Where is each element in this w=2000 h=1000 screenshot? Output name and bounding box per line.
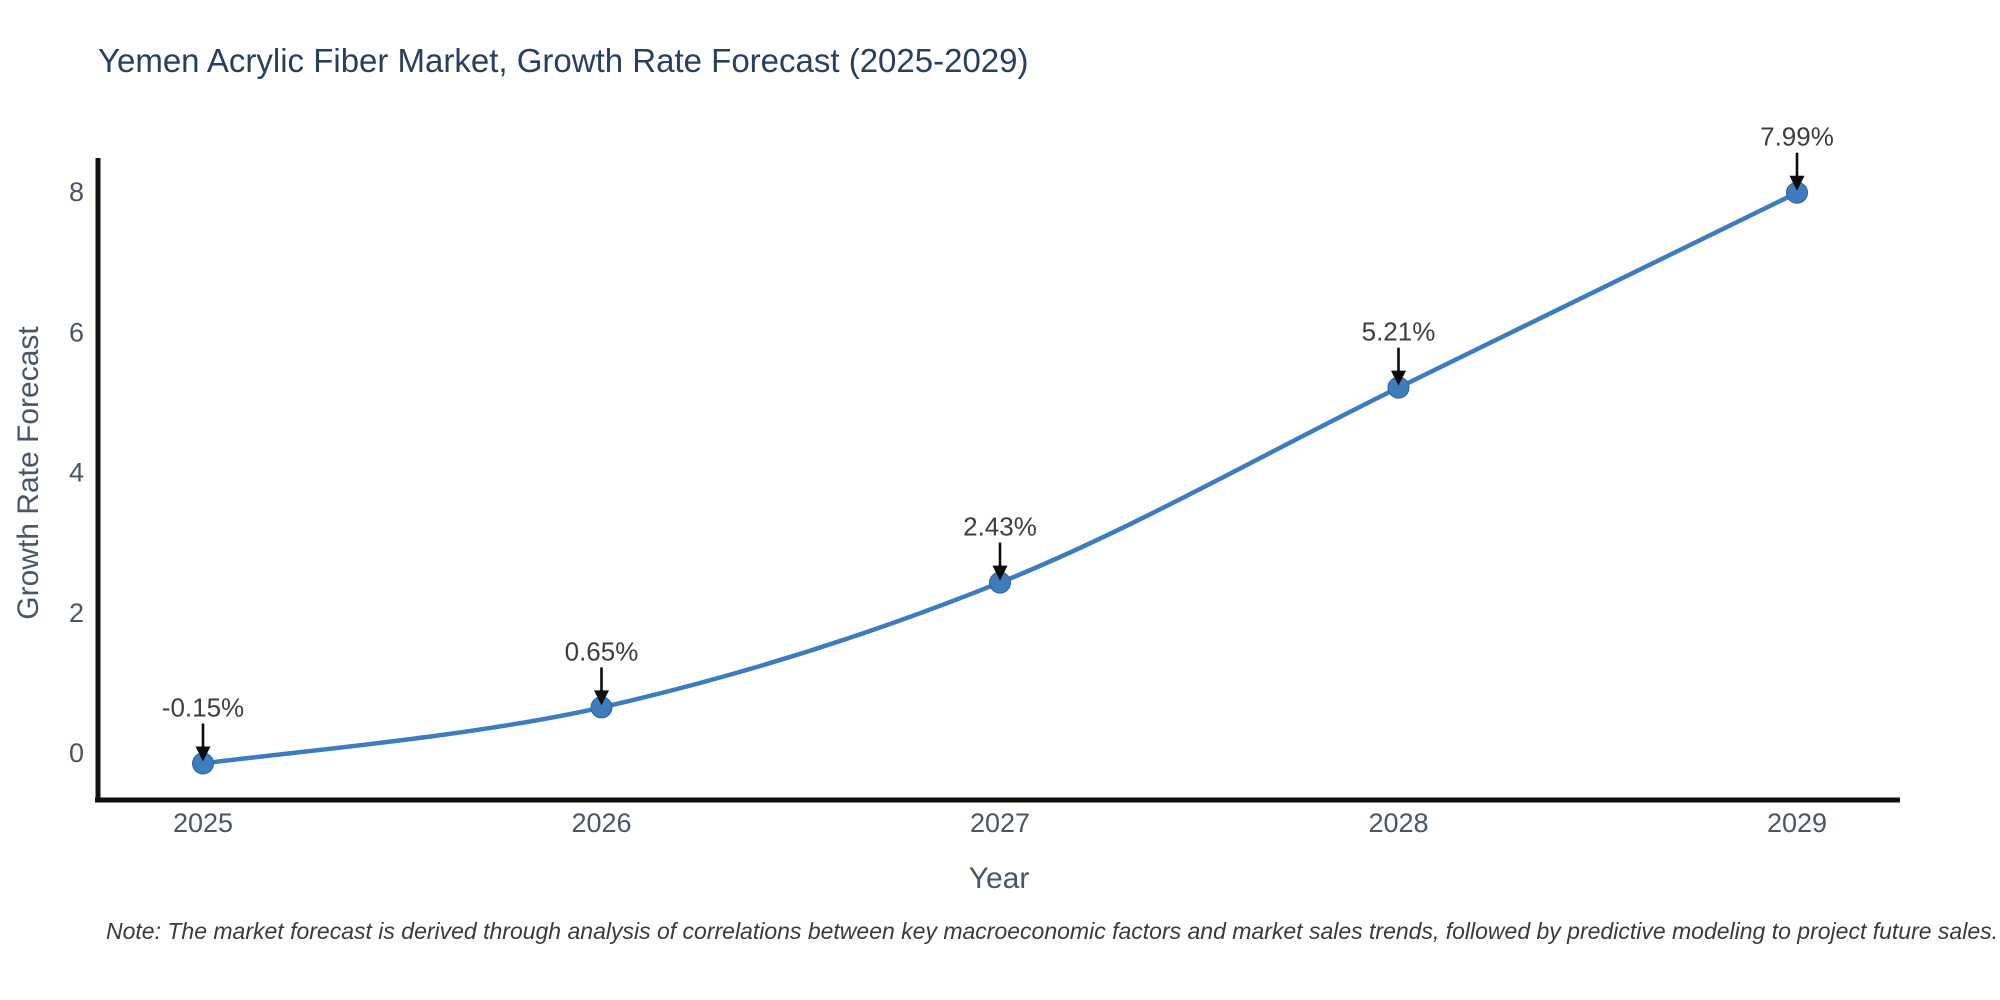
x-tick-label: 2026 bbox=[571, 808, 631, 838]
x-tick-label: 2027 bbox=[970, 808, 1030, 838]
x-tick-label: 2029 bbox=[1767, 808, 1827, 838]
y-tick-label: 4 bbox=[69, 458, 84, 488]
y-tick-label: 2 bbox=[69, 598, 84, 628]
y-tick-label: 8 bbox=[69, 177, 84, 207]
annotation-label: 2.43% bbox=[963, 512, 1037, 542]
y-tick-label: 0 bbox=[69, 738, 84, 768]
point-annotation: 5.21% bbox=[1362, 317, 1436, 386]
x-axis-title: Year bbox=[969, 862, 1030, 895]
x-tick-label: 2025 bbox=[173, 808, 233, 838]
annotation-arrowhead-icon bbox=[992, 565, 1008, 581]
point-annotation: 2.43% bbox=[963, 512, 1037, 581]
x-axis-tick-labels: 2025 2026 2027 2028 2029 bbox=[173, 808, 1827, 838]
data-line bbox=[200, 190, 1800, 766]
chart-footnote: Note: The market forecast is derived thr… bbox=[106, 918, 1998, 944]
annotation-arrowhead-icon bbox=[1391, 370, 1406, 386]
y-axis-title: Growth Rate Forecast bbox=[12, 326, 45, 620]
y-axis-tick-labels: 0 2 4 6 8 bbox=[69, 177, 84, 768]
annotation-arrowhead-icon bbox=[594, 690, 609, 706]
annotation-label: -0.15% bbox=[162, 693, 244, 723]
point-annotation: 7.99% bbox=[1760, 122, 1834, 191]
x-tick-label: 2028 bbox=[1368, 808, 1428, 838]
y-tick-label: 6 bbox=[69, 317, 84, 347]
point-annotation: 0.65% bbox=[565, 636, 639, 706]
chart-title: Yemen Acrylic Fiber Market, Growth Rate … bbox=[98, 42, 1029, 79]
point-annotation: -0.15% bbox=[162, 693, 244, 762]
annotation-label: 5.21% bbox=[1362, 317, 1436, 347]
annotation-arrowhead-icon bbox=[195, 746, 211, 762]
data-series bbox=[192, 181, 1808, 775]
annotation-label: 0.65% bbox=[565, 636, 639, 666]
annotation-arrowhead-icon bbox=[1789, 175, 1805, 191]
annotation-label: 7.99% bbox=[1760, 122, 1834, 152]
point-annotations: -0.15% 0.65% 2.43% 5.21% 7.99% bbox=[162, 122, 1834, 762]
